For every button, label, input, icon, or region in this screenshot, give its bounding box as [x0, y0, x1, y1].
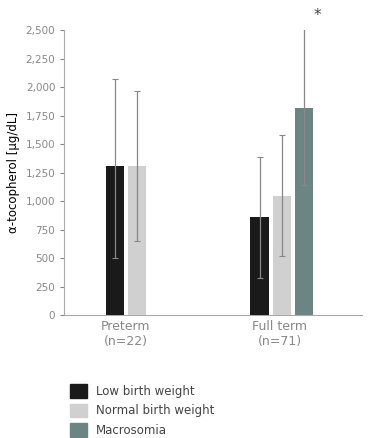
Bar — [250, 217, 269, 315]
Legend: Low birth weight, Normal birth weight, Macrosomia: Low birth weight, Normal birth weight, M… — [70, 384, 214, 437]
Bar — [128, 166, 146, 315]
Y-axis label: α-tocopherol [µg/dL]: α-tocopherol [µg/dL] — [7, 112, 20, 233]
Text: *: * — [313, 8, 321, 23]
Bar — [106, 166, 124, 315]
Bar — [295, 108, 313, 315]
Bar — [273, 195, 291, 315]
